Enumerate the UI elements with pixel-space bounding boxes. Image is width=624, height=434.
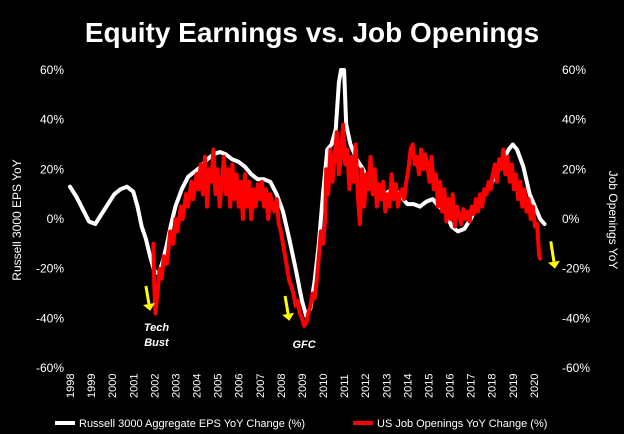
x-tick: 2010 [318, 374, 330, 398]
y-tick-left: -20% [36, 262, 64, 276]
y-tick-left: 60% [40, 63, 64, 77]
x-tick: 2016 [445, 374, 457, 398]
legend: Russell 3000 Aggregate EPS YoY Change (%… [55, 418, 547, 430]
y-tick-left: 0% [47, 212, 65, 226]
x-tick: 2012 [360, 374, 372, 398]
legend-label: US Job Openings YoY Change (%) [377, 418, 547, 430]
y-tick-right: -60% [562, 361, 590, 375]
y-tick-right: -20% [562, 262, 590, 276]
y-axis-right: 60% 40% 20% 0% -20% -40% -60% [562, 63, 590, 375]
x-tick: 2013 [381, 374, 393, 398]
chart-title: Equity Earnings vs. Job Openings [85, 17, 539, 48]
x-tick: 2019 [508, 374, 520, 398]
plot-area [68, 68, 547, 328]
x-tick: 2006 [234, 374, 246, 398]
x-tick: 2000 [107, 374, 119, 398]
x-tick: 2020 [529, 374, 541, 398]
x-tick: 2007 [255, 374, 267, 398]
y-tick-right: 20% [562, 162, 586, 176]
y-tick-right: 60% [562, 63, 586, 77]
x-tick: 2003 [170, 374, 182, 398]
x-tick: 2008 [276, 374, 288, 398]
y-tick-left: 20% [40, 162, 64, 176]
yellow-arrow-icon [548, 241, 560, 269]
y-tick-left: 40% [40, 113, 64, 127]
x-tick: 2018 [487, 374, 499, 398]
yellow-arrow-icon [143, 285, 155, 311]
x-tick: 2004 [192, 374, 204, 398]
x-tick: 2017 [466, 374, 478, 398]
x-tick: 2015 [423, 374, 435, 398]
annotation-label: Tech [144, 322, 170, 334]
annotation-label: Bust [144, 337, 170, 349]
y-tick-left: -40% [36, 311, 64, 325]
y-axis-label-left: Russell 3000 EPS YoY [10, 159, 24, 280]
x-tick: 2014 [402, 374, 414, 398]
legend-item-job-openings: US Job Openings YoY Change (%) [353, 418, 547, 430]
y-tick-left: -60% [36, 361, 64, 375]
legend-item-eps: Russell 3000 Aggregate EPS YoY Change (%… [55, 418, 305, 430]
series-line-eps [68, 68, 547, 318]
legend-label: Russell 3000 Aggregate EPS YoY Change (%… [79, 418, 305, 430]
x-tick: 2005 [213, 374, 225, 398]
x-tick: 1999 [86, 374, 98, 398]
x-tick: 2001 [128, 374, 140, 398]
series-line-job-openings [151, 122, 543, 328]
x-tick: 1998 [65, 374, 77, 398]
x-tick: 2009 [297, 374, 309, 398]
y-tick-right: -40% [562, 311, 590, 325]
annotations: Tech Bust GFC [143, 241, 560, 351]
annotation-label: GFC [292, 339, 316, 351]
y-axis-label-right: Job Openings YoY [606, 171, 620, 270]
yellow-arrow-icon [282, 295, 295, 321]
x-tick: 2011 [339, 374, 351, 398]
x-axis: 1998 1999 2000 2001 2002 2003 2004 2005 2006 2007… [65, 374, 541, 398]
y-tick-right: 0% [562, 212, 580, 226]
y-axis-left: 60% 40% 20% 0% -20% -40% -60% [36, 63, 64, 375]
x-tick: 2002 [149, 374, 161, 398]
y-tick-right: 40% [562, 113, 586, 127]
